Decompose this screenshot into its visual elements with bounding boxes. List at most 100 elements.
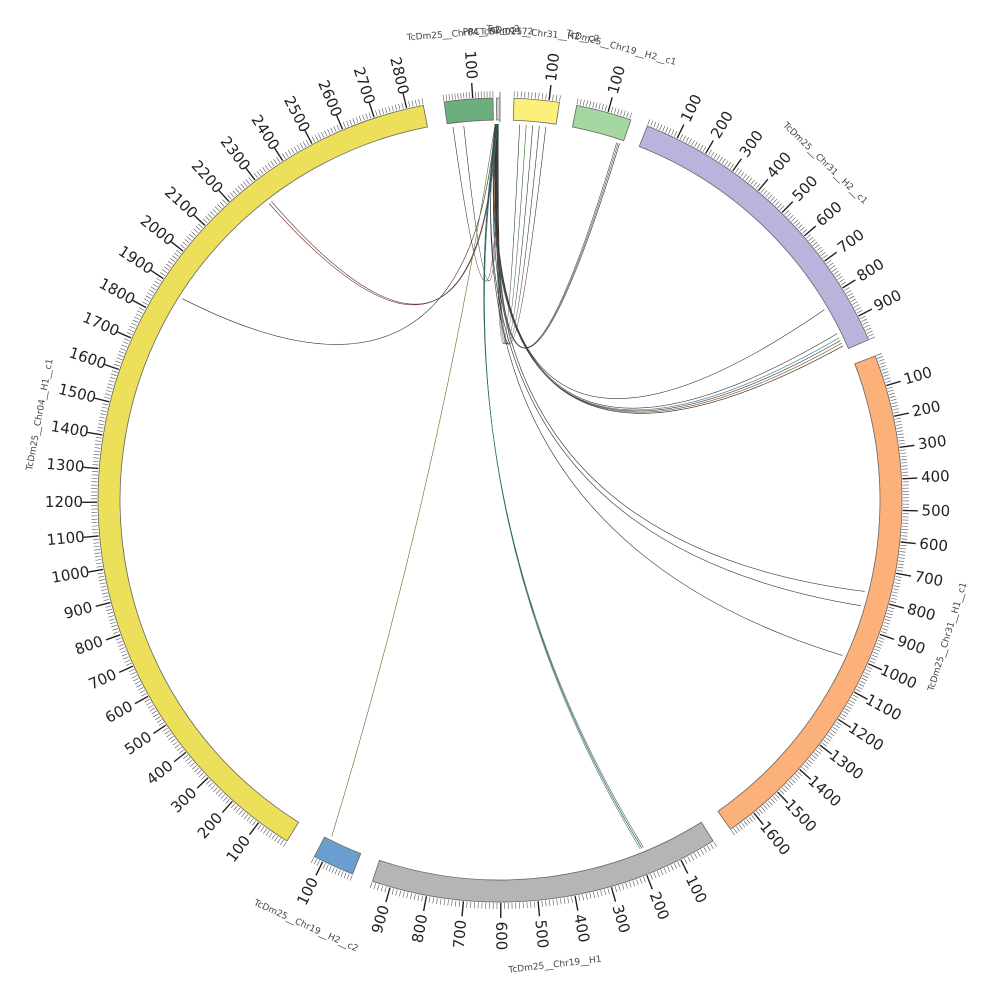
major-tick xyxy=(900,541,916,545)
major-tick xyxy=(753,812,764,826)
major-tick xyxy=(152,724,167,735)
tick-label: 400 xyxy=(570,913,593,944)
tick-label: 100 xyxy=(223,832,255,866)
link-chr19_h2_c2 xyxy=(331,123,496,837)
links-layer xyxy=(182,123,865,850)
segment-chr19_h2_c2 xyxy=(313,836,362,875)
segment-chr31_h2_c1 xyxy=(638,125,870,350)
tick-label: 100 xyxy=(677,91,706,125)
tick-label: 1300 xyxy=(46,455,85,476)
tick-label: 500 xyxy=(789,172,822,205)
tick-label: 1600 xyxy=(756,818,794,859)
major-tick xyxy=(304,130,313,144)
major-tick xyxy=(218,190,230,203)
minor-ticks-chr31_h2_c1 xyxy=(647,119,876,340)
tick-label: 800 xyxy=(72,632,105,659)
tick-label: 1000 xyxy=(50,563,91,587)
major-tick xyxy=(461,901,465,917)
major-tick xyxy=(173,751,187,763)
major-tick xyxy=(221,800,233,813)
major-tick xyxy=(83,535,99,539)
tick-label: 300 xyxy=(167,784,200,817)
tick-label: 1200 xyxy=(845,719,887,755)
segment-chr19_h2_c1 xyxy=(572,104,632,142)
tick-label: 400 xyxy=(921,467,951,486)
segment-chr19_h1 xyxy=(371,821,714,903)
tick-label: 200 xyxy=(194,809,226,842)
link-chr31_h2_c1 xyxy=(494,123,842,413)
tick-label: 600 xyxy=(918,534,948,555)
link-chr31_h2_c2 xyxy=(496,124,534,344)
link-chr31_h2_c1 xyxy=(493,124,841,412)
major-tick xyxy=(879,633,895,641)
major-tick xyxy=(193,214,206,226)
major-tick xyxy=(676,124,685,139)
tick-label: 700 xyxy=(834,225,868,256)
tick-label: 1000 xyxy=(877,661,919,693)
major-tick xyxy=(117,331,132,339)
major-tick xyxy=(368,102,375,118)
link-chr19_h1 xyxy=(483,123,643,849)
major-tick xyxy=(610,887,617,902)
major-tick xyxy=(470,82,474,98)
major-tick xyxy=(858,308,873,317)
tick-label: 200 xyxy=(707,108,737,142)
major-tick xyxy=(732,158,742,172)
tick-label: 600 xyxy=(812,198,845,230)
tick-label: 1900 xyxy=(115,242,157,278)
tick-label: 900 xyxy=(62,598,94,623)
tick-label: 1300 xyxy=(826,746,867,784)
tick-label: 100 xyxy=(542,52,563,83)
major-tick xyxy=(245,167,256,181)
link-chr31_h2_c1 xyxy=(494,123,844,414)
link-chr31_h2_c1 xyxy=(492,124,840,411)
major-tick xyxy=(824,251,838,262)
major-tick xyxy=(105,634,121,641)
major-tick xyxy=(777,791,789,804)
tick-label: 100 xyxy=(682,873,711,907)
segment-chr31_h1_c1 xyxy=(717,355,903,830)
major-tick xyxy=(548,85,552,101)
tick-label: 1100 xyxy=(862,690,904,724)
tick-label: 2800 xyxy=(386,55,412,96)
major-tick xyxy=(902,477,918,480)
major-tick xyxy=(705,140,714,154)
major-tick xyxy=(574,895,579,911)
tick-label: 400 xyxy=(143,757,177,789)
tick-label: 1800 xyxy=(96,274,138,308)
tick-label: 300 xyxy=(736,127,767,161)
major-tick xyxy=(150,269,164,280)
tick-label: 700 xyxy=(913,567,944,590)
tick-label: 800 xyxy=(905,600,937,625)
major-tick xyxy=(87,431,103,436)
segment-prc xyxy=(496,97,501,121)
major-tick xyxy=(886,380,901,387)
major-tick xyxy=(95,601,111,608)
tick-label: 200 xyxy=(910,397,942,421)
tick-label: 2300 xyxy=(217,133,255,174)
major-tick xyxy=(853,691,868,700)
segment-label-chr19_h2_c1: TcDm25__Chr19__H2__c1 xyxy=(564,29,677,68)
link-chr19_h2_c1 xyxy=(496,124,620,349)
tick-label: 1500 xyxy=(57,380,98,407)
major-tick xyxy=(803,225,817,237)
tick-label: 600 xyxy=(492,922,510,951)
tick-label: 900 xyxy=(871,286,905,315)
major-tick xyxy=(607,97,613,112)
segment-chr04_h1_c1 xyxy=(97,104,428,842)
tick-label: 500 xyxy=(121,728,155,759)
link-chr31_h1_c1 xyxy=(493,123,865,592)
segment-label-chr31_h1_c1: TcDm25__Chr31__H1__c1 xyxy=(926,581,969,693)
major-tick xyxy=(781,201,794,213)
major-tick xyxy=(757,178,769,192)
tick-label: 100 xyxy=(604,64,629,96)
major-tick xyxy=(867,663,883,671)
tick-label: 700 xyxy=(86,665,120,693)
tick-label: 100 xyxy=(461,50,481,80)
tick-label: 2000 xyxy=(137,211,178,249)
major-tick xyxy=(799,768,812,780)
tick-label: 2500 xyxy=(280,93,314,135)
tick-label: 100 xyxy=(902,363,935,388)
major-tick xyxy=(170,241,184,252)
